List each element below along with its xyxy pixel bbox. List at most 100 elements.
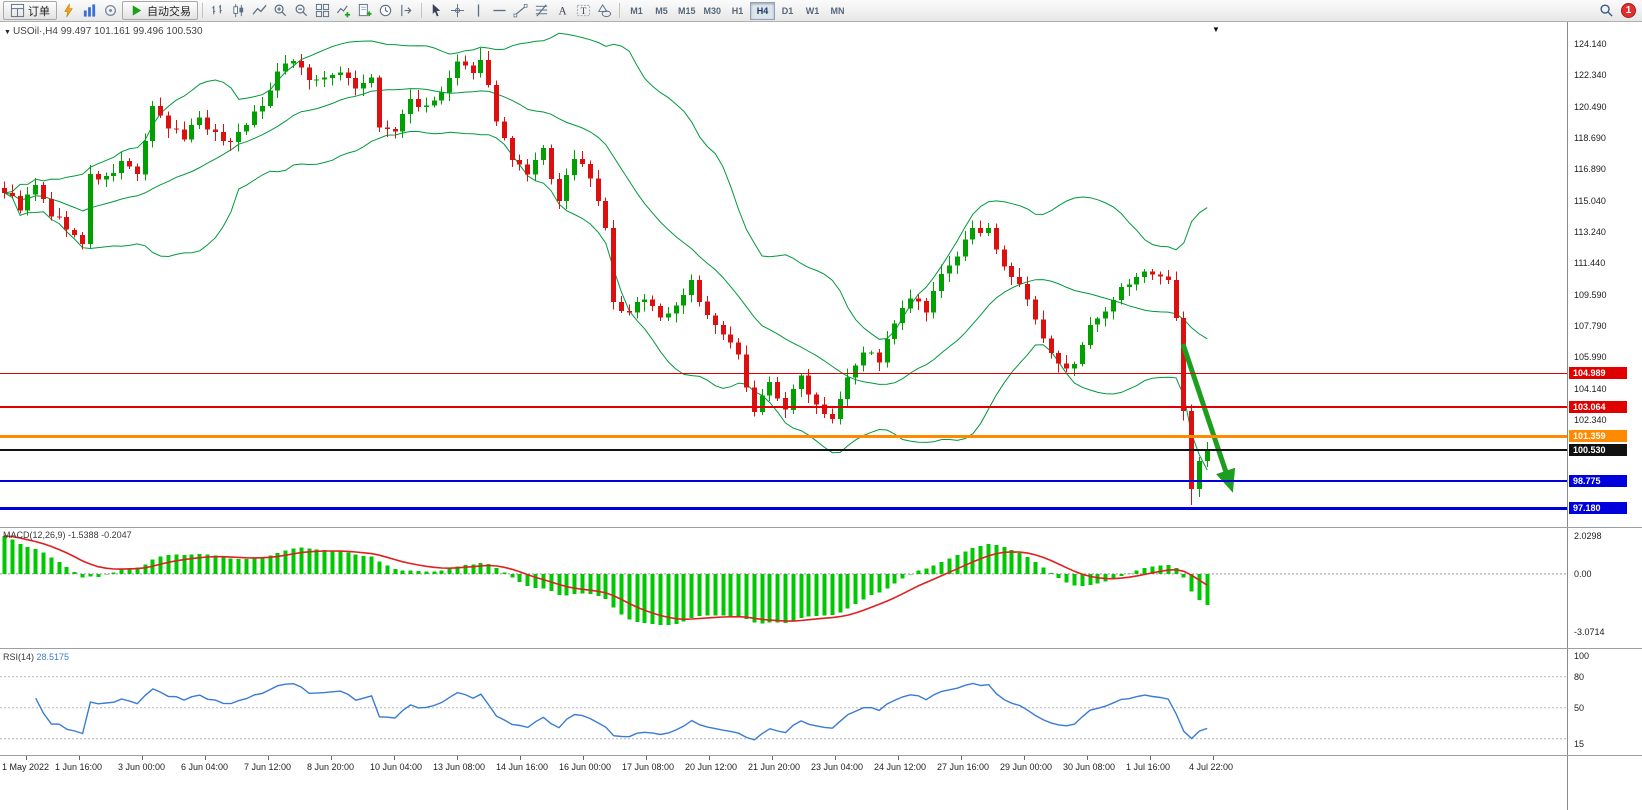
price-axis-label: 113.240: [1574, 227, 1606, 237]
horizontal-line-104.989[interactable]: [0, 373, 1567, 374]
search-icon[interactable]: [1596, 1, 1617, 21]
price-axis-label: 107.790: [1574, 321, 1607, 331]
time-axis-tick: [520, 756, 521, 760]
bars-type-icon[interactable]: [207, 1, 228, 21]
timeframe-button-m5[interactable]: M5: [649, 2, 674, 20]
zoom-in-icon[interactable]: [270, 1, 291, 21]
time-axis-tick: [1150, 756, 1151, 760]
time-axis-tick: [1024, 756, 1025, 760]
horizontal-line-97.180[interactable]: [0, 507, 1567, 510]
macd-label: MACD(12,26,9) -1.5388 -0.2047: [3, 530, 132, 540]
time-axis-label: 30 Jun 08:00: [1063, 762, 1116, 772]
crosshair-icon[interactable]: [447, 1, 468, 21]
time-axis-label: 16 Jun 00:00: [559, 762, 612, 772]
chart-dropdown-icon: ▼: [4, 29, 11, 36]
chart-shift-icon[interactable]: [396, 1, 417, 21]
time-axis-tick: [709, 756, 710, 760]
price-chart[interactable]: [0, 22, 1567, 527]
rsi-label: RSI(14) 28.5175: [3, 652, 70, 662]
bar-chart-icon[interactable]: [79, 1, 100, 21]
macd-axis-label: -3.0714: [1574, 627, 1605, 637]
horizontal-line-103.064[interactable]: [0, 406, 1567, 408]
horizontal-line-icon[interactable]: [489, 1, 510, 21]
timeframe-button-w1[interactable]: W1: [800, 2, 825, 20]
timeframe-button-m1[interactable]: M1: [624, 2, 649, 20]
time-axis-label: 10 Jun 04:00: [370, 762, 423, 772]
orders-button-label: 订单: [28, 5, 50, 18]
panel-separator[interactable]: [0, 527, 1642, 528]
svg-text:T: T: [581, 7, 587, 17]
autotrade-button[interactable]: 自动交易: [122, 1, 198, 20]
price-badge-101.359: 101.359: [1569, 430, 1627, 442]
price-axis-label: 115.040: [1574, 196, 1606, 206]
indicators-icon[interactable]: [333, 1, 354, 21]
text-icon[interactable]: A: [552, 1, 573, 21]
time-axis-tick: [26, 756, 27, 760]
zoom-out-icon[interactable]: [291, 1, 312, 21]
price-badge-103.064: 103.064: [1569, 401, 1627, 413]
trendline-icon[interactable]: [510, 1, 531, 21]
label-icon[interactable]: T: [573, 1, 594, 21]
horizontal-line-101.359[interactable]: [0, 435, 1567, 438]
rsi-axis-label: 80: [1574, 672, 1585, 682]
clock-icon[interactable]: [375, 1, 396, 21]
price-badge-104.989: 104.989: [1569, 367, 1627, 379]
price-axis-label: 124.140: [1574, 39, 1607, 49]
toolbar: 订单 自动交易 A T M1 M5 M15 M30 H1 H4 D1 W1 MN 1: [0, 0, 1642, 22]
timeframe-button-h4[interactable]: H4: [750, 1, 776, 20]
shapes-icon[interactable]: [594, 1, 615, 21]
time-axis-label: 14 Jun 16:00: [496, 762, 549, 772]
lightning-icon[interactable]: [58, 1, 79, 21]
autotrade-button-label: 自动交易: [147, 5, 191, 18]
time-axis-label: 20 Jun 12:00: [685, 762, 738, 772]
vertical-line-icon[interactable]: [468, 1, 489, 21]
orders-button[interactable]: 订单: [3, 1, 57, 20]
price-axis-label: 102.340: [1574, 415, 1607, 425]
price-axis-label: 104.140: [1574, 384, 1607, 394]
timeframe-button-h1[interactable]: H1: [725, 2, 750, 20]
tile-windows-icon[interactable]: [312, 1, 333, 21]
bar-shift-marker[interactable]: ▼: [1212, 25, 1220, 34]
panel-separator[interactable]: [0, 755, 1642, 756]
time-axis-tick: [268, 756, 269, 760]
price-badge-100.530: 100.530: [1569, 444, 1627, 456]
panel-separator[interactable]: [0, 648, 1642, 649]
timeframe-button-m15[interactable]: M15: [674, 2, 700, 20]
rsi-axis-label: 15: [1574, 739, 1585, 749]
new-order-icon[interactable]: [354, 1, 375, 21]
timeframe-button-d1[interactable]: D1: [775, 2, 800, 20]
horizontal-line-98.775[interactable]: [0, 480, 1567, 482]
macd-indicator-chart[interactable]: [0, 528, 1567, 648]
time-axis-label: 7 Jun 12:00: [244, 762, 292, 772]
price-badge-97.180: 97.180: [1569, 502, 1627, 514]
time-axis-tick: [1213, 756, 1214, 760]
time-axis-tick: [583, 756, 584, 760]
cursor-icon[interactable]: [426, 1, 447, 21]
line-type-icon[interactable]: [249, 1, 270, 21]
time-axis-tick: [961, 756, 962, 760]
price-axis-label: 111.440: [1574, 258, 1606, 268]
rsi-indicator-chart[interactable]: [0, 649, 1567, 756]
timeframe-button-mn[interactable]: MN: [825, 2, 850, 20]
time-axis-label: 4 Jul 22:00: [1189, 762, 1234, 772]
time-axis-label: 23 Jun 04:00: [811, 762, 864, 772]
fibonacci-icon[interactable]: [531, 1, 552, 21]
time-axis-label: 13 Jun 08:00: [433, 762, 486, 772]
chart-canvas[interactable]: 124.140 122.340 120.490 118.690 116.890 115.0…: [0, 22, 1642, 810]
horizontal-line-100.530[interactable]: [0, 449, 1567, 451]
timeframe-button-m30[interactable]: M30: [700, 2, 726, 20]
price-axis[interactable]: 124.140 122.340 120.490 118.690 116.890 115.0…: [1567, 22, 1642, 810]
notification-badge[interactable]: 1: [1621, 3, 1636, 18]
candles-type-icon[interactable]: [228, 1, 249, 21]
time-axis-tick: [457, 756, 458, 760]
support-icon[interactable]: [100, 1, 121, 21]
time-axis-label: 6 Jun 04:00: [181, 762, 229, 772]
time-axis-label: 27 Jun 16:00: [937, 762, 990, 772]
time-axis-label: 24 Jun 12:00: [874, 762, 927, 772]
time-axis-label: 1 Jun 16:00: [55, 762, 103, 772]
autotrade-play-icon: [129, 1, 144, 21]
price-axis-label: 120.490: [1574, 102, 1607, 112]
price-badge-98.775: 98.775: [1569, 475, 1627, 487]
time-axis-label: 3 Jun 00:00: [118, 762, 166, 772]
timeframe-buttons: M1 M5 M15 M30 H1 H4 D1 W1 MN: [624, 1, 850, 20]
